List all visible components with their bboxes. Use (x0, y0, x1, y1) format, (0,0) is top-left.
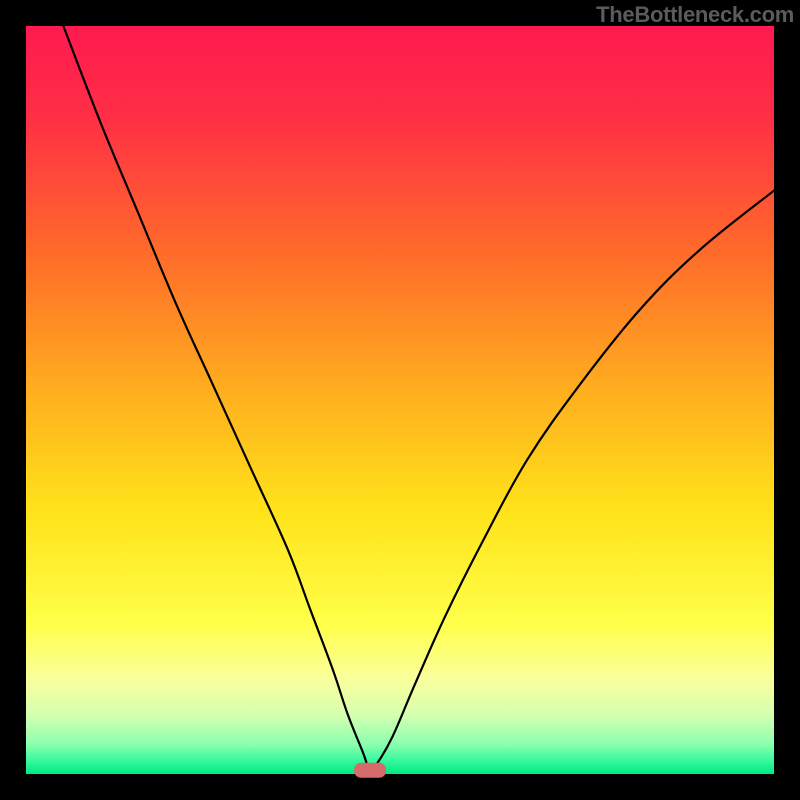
watermark-text: TheBottleneck.com (596, 2, 794, 28)
plot-area (26, 26, 774, 774)
optimal-point-marker (354, 763, 386, 778)
bottleneck-chart (0, 0, 800, 800)
figure-container: TheBottleneck.com (0, 0, 800, 800)
